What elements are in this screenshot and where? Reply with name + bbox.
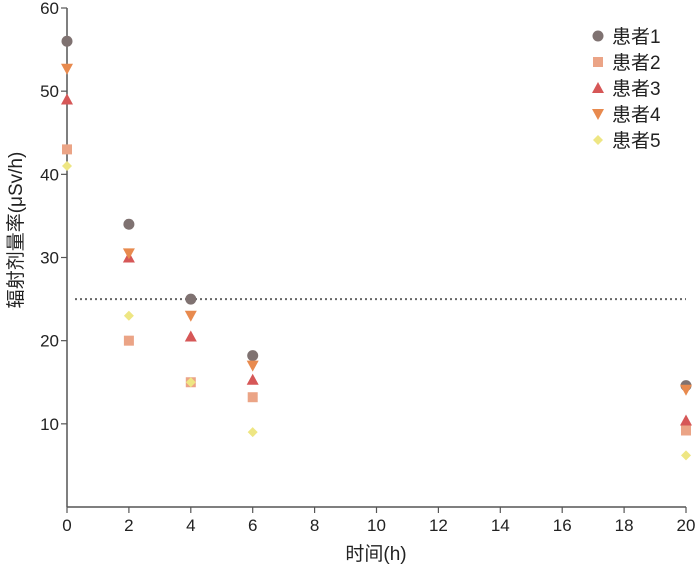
x-tick-label: 8 [310,516,319,535]
data-point-series-2 [247,392,258,403]
legend-marker [592,30,604,42]
ticks: 0 2 4 6 8 10 12 14 16 18 20 10 20 30 40 50 60 [40,0,695,535]
x-tick-label: 20 [677,516,696,535]
x-tick-label: 0 [62,516,71,535]
data-point-series-4 [184,310,197,322]
x-tick-label: 16 [553,516,572,535]
data-points [61,35,692,461]
legend-marker [593,135,603,145]
data-point-series-4 [61,63,73,75]
legend-label: 患者1 [612,26,661,48]
x-tick-label: 14 [491,516,510,535]
data-point-series-3 [61,93,73,105]
y-tick-label: 60 [40,0,59,18]
legend-label: 患者5 [612,130,661,152]
x-tick-label: 18 [615,516,634,535]
legend-label: 患者2 [612,52,661,74]
y-axis-label: 辐射剂量率(μSv/h) [5,152,27,309]
legend-label: 患者4 [612,104,661,126]
y-tick-label: 50 [40,82,59,101]
data-point-series-3 [184,330,197,342]
data-point-series-4 [680,384,692,396]
data-point-series-2 [123,335,134,346]
data-point-series-2 [62,144,72,155]
y-tick-label: 30 [40,249,59,268]
x-tick-label: 2 [124,516,133,535]
axes [66,8,686,508]
legend-marker [593,57,603,67]
data-point-series-5 [62,161,72,172]
data-point-series-5 [185,377,196,388]
x-tick-label: 12 [429,516,448,535]
legend-marker [592,109,604,120]
y-tick-label: 40 [40,165,59,184]
x-tick-label: 4 [186,516,195,535]
x-tick-label: 6 [248,516,257,535]
data-point-series-3 [680,414,692,426]
y-tick-label: 20 [40,332,59,351]
data-point-series-1 [61,35,73,47]
data-point-series-4 [246,360,259,372]
x-tick-label: 10 [367,516,386,535]
data-point-series-4 [122,248,135,260]
data-point-series-1 [185,293,197,305]
legend-label: 患者3 [612,78,661,100]
data-point-series-2 [681,425,691,436]
data-point-series-1 [123,218,135,230]
data-point-series-5 [681,450,691,461]
data-point-series-3 [246,373,259,385]
data-point-series-5 [123,310,134,321]
legend: 患者1 患者2 患者3 患者4 患者5 [592,26,661,152]
data-point-series-1 [247,350,259,362]
y-tick-label: 10 [40,415,59,434]
legend-marker [592,82,604,93]
x-axis-label: 时间(h) [345,543,406,565]
data-point-series-5 [247,427,258,438]
